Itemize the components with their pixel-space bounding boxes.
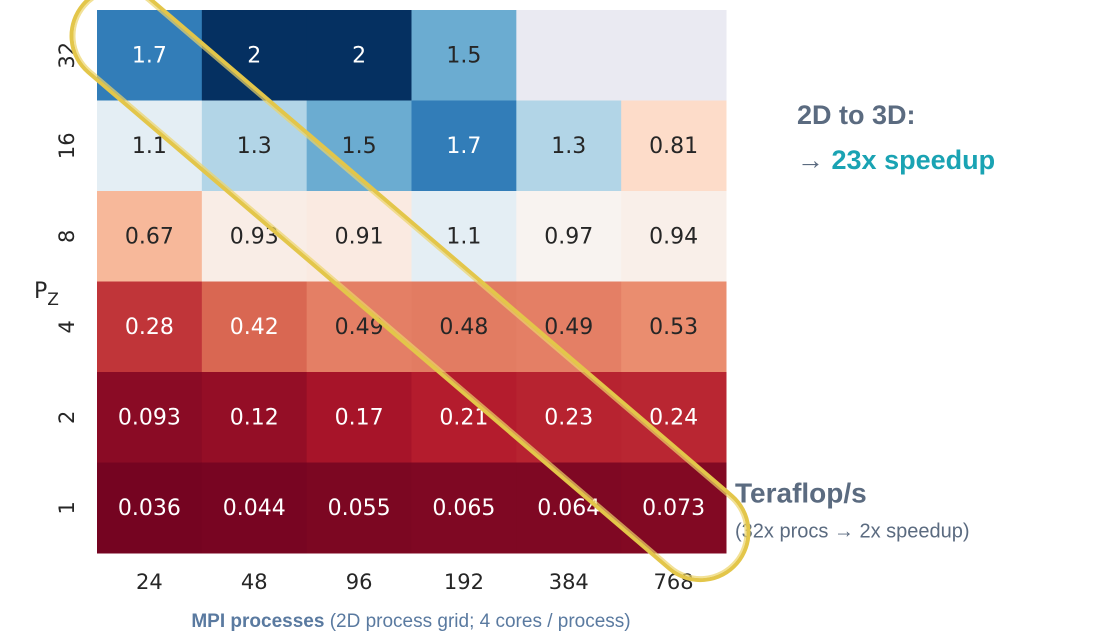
cell-label: 0.093 [118, 405, 181, 430]
cell-label: 0.81 [649, 134, 698, 159]
cell-label: 2 [247, 43, 261, 68]
cell-label: 1.3 [551, 134, 586, 159]
x-tick-label: 192 [444, 570, 484, 594]
annotation-speedup: → 23x speedup [797, 145, 995, 175]
cell [97, 281, 203, 373]
loop-outline-inner [73, 0, 747, 579]
x-tick-label: 48 [241, 570, 268, 594]
y-tick-label: 2 [55, 411, 79, 424]
cell-label: 0.24 [649, 405, 698, 430]
annotation-arrow: → [797, 145, 832, 175]
y-label-base: P [34, 279, 47, 304]
cell [97, 462, 203, 554]
cell [201, 462, 308, 554]
cell [411, 462, 517, 554]
cell [201, 281, 308, 373]
cell [306, 372, 412, 463]
cell-label: 0.073 [642, 496, 705, 521]
cell-label: 0.49 [544, 315, 593, 340]
y-tick-label: 4 [55, 320, 79, 333]
cell [306, 281, 412, 373]
x-tick-label: 384 [549, 570, 589, 594]
cell-label: 0.23 [544, 405, 593, 430]
annotation-speedup-value: 23x speedup [832, 145, 996, 175]
cell [97, 100, 203, 192]
empty-cell [516, 10, 622, 101]
cell [621, 191, 727, 282]
cell-label: 0.17 [335, 405, 384, 430]
cell [516, 191, 622, 282]
cell-label: 0.036 [118, 496, 181, 521]
cell-label: 0.065 [432, 496, 495, 521]
cell-label: 1.1 [132, 134, 167, 159]
y-axis-label: PZ [34, 279, 59, 310]
annotation-unit: Teraflop/s [735, 477, 867, 508]
cell-label: 0.28 [125, 315, 174, 340]
y-tick-label: 8 [55, 230, 79, 243]
cell-label: 2 [352, 43, 366, 68]
cell [97, 191, 203, 282]
cell [411, 372, 517, 463]
cell-label: 0.53 [649, 315, 698, 340]
cell [97, 372, 203, 463]
cell-label: 0.055 [328, 496, 391, 521]
cell-label: 1.5 [446, 43, 481, 68]
cell-label: 1.7 [132, 43, 167, 68]
cell [306, 10, 412, 101]
y-tick-label: 1 [55, 501, 79, 514]
highlight-loop [69, 0, 751, 583]
cell [516, 100, 622, 192]
cell-label: 0.67 [125, 224, 174, 249]
cell-label: 1.3 [237, 134, 272, 159]
loop-outline [69, 0, 751, 583]
cell [411, 10, 517, 101]
x-axis-label: MPI processes (2D process grid; 4 cores … [191, 611, 630, 632]
x-tick-label: 96 [346, 570, 373, 594]
cell-label: 0.91 [335, 224, 384, 249]
x-label-rest: (2D process grid; 4 cores / process) [324, 611, 630, 632]
annotation-unit-note: (32x procs → 2x speedup) [735, 520, 970, 542]
empty-cell [621, 10, 727, 101]
cell [97, 10, 203, 101]
cell-label: 0.12 [230, 405, 279, 430]
cell-label: 1.7 [446, 134, 481, 159]
cell-label: 1.5 [342, 134, 377, 159]
cell-label: 0.94 [649, 224, 698, 249]
cell [621, 100, 727, 192]
cell-label: 0.97 [544, 224, 593, 249]
cell-label: 0.42 [230, 315, 279, 340]
cell [201, 372, 308, 463]
y-tick-label: 16 [55, 132, 79, 159]
cell [621, 281, 727, 373]
x-label-bold: MPI processes [191, 611, 324, 632]
cell-label: 0.48 [439, 315, 488, 340]
cell [411, 100, 517, 192]
cell [306, 462, 412, 554]
annotation-headline: 2D to 3D: [797, 100, 916, 130]
cell-label: 0.044 [223, 496, 286, 521]
cell [201, 191, 308, 282]
x-tick-label: 24 [136, 570, 163, 594]
y-label-sub: Z [47, 290, 59, 310]
cell-label: 1.1 [446, 224, 481, 249]
heatmap: 1.7 2 2 1.51.1 1.3 1.5 1.7 1.3 0.810.67 0.93 0.91 1… [97, 10, 727, 554]
